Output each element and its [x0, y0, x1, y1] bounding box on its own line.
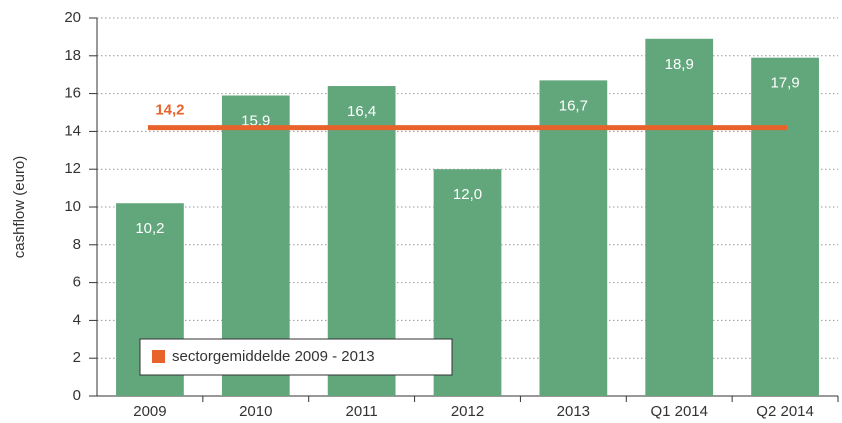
y-tick-label: 2: [73, 349, 81, 366]
value-label: 18,9: [665, 56, 694, 73]
x-tick-label: 2013: [557, 403, 590, 420]
legend-box: [139, 338, 453, 376]
legend-swatch: [152, 350, 165, 363]
value-label: 17,9: [770, 75, 799, 92]
x-tick-label: 2012: [451, 403, 484, 420]
x-tick-label: 2010: [239, 403, 272, 420]
value-label: 12,0: [453, 186, 482, 203]
y-tick-label: 14: [64, 122, 81, 139]
legend-label: sectorgemiddelde 2009 - 2013: [172, 348, 375, 365]
y-tick-label: 8: [73, 236, 81, 253]
y-tick-label: 12: [64, 160, 81, 177]
y-tick-label: 16: [64, 85, 81, 102]
y-tick-label: 10: [64, 198, 81, 215]
y-tick-label: 4: [73, 311, 81, 328]
bar: [645, 38, 714, 396]
y-tick-label: 20: [64, 9, 81, 26]
y-tick-label: 6: [73, 274, 81, 291]
bar: [751, 57, 819, 396]
x-tick-label: Q2 2014: [756, 403, 814, 420]
y-axis-label: cashflow (euro): [11, 156, 28, 259]
value-label: 10,2: [135, 220, 164, 237]
x-tick-label: 2011: [346, 403, 378, 420]
value-label: 16,7: [559, 97, 588, 114]
reference-label: 14,2: [155, 102, 184, 119]
y-tick-label: 0: [73, 387, 81, 404]
value-label: 16,4: [347, 103, 376, 120]
bar: [539, 80, 608, 397]
y-tick-label: 18: [64, 47, 81, 64]
x-tick-label: 2009: [133, 403, 166, 420]
x-tick-label: Q1 2014: [650, 403, 708, 420]
